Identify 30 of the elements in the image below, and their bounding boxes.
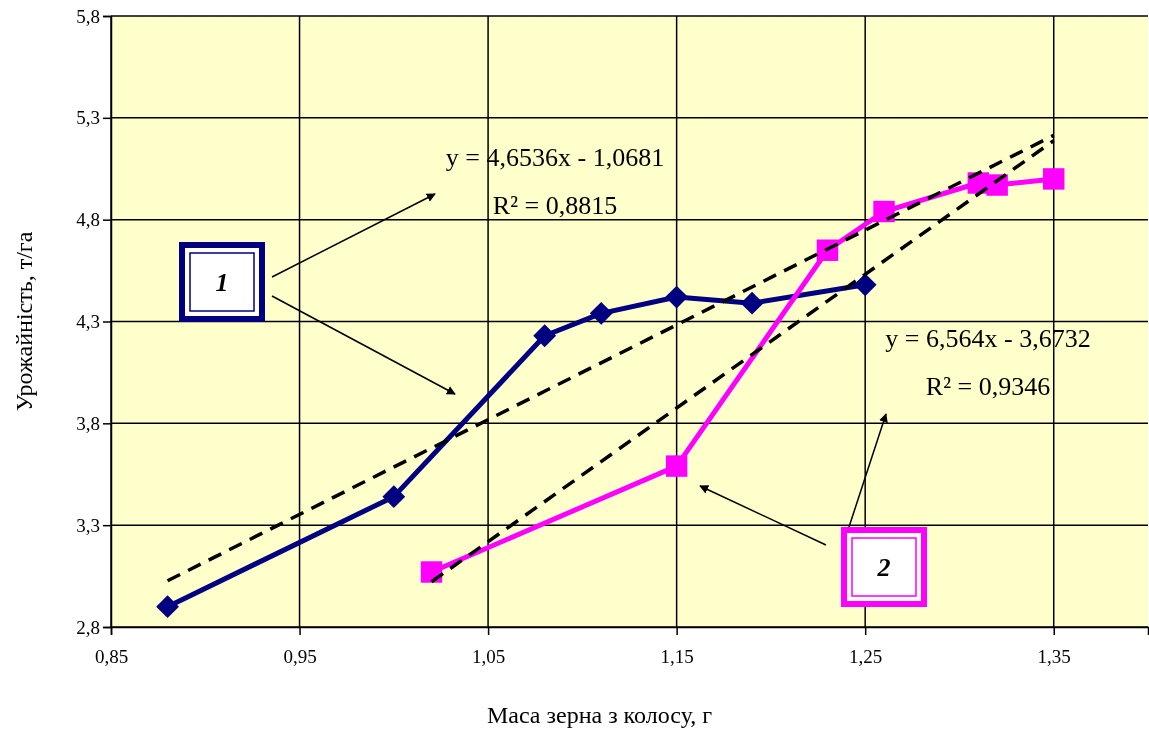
text: 2 bbox=[876, 553, 891, 582]
point bbox=[382, 485, 406, 509]
x-tick-label: 1,05 bbox=[471, 645, 506, 667]
y-axis-title: Урожайність, т/га bbox=[11, 231, 37, 412]
y-tick-label: 4,8 bbox=[76, 209, 100, 231]
x-tick-label: 1,35 bbox=[1037, 645, 1071, 667]
x-tick-label: 0,85 bbox=[94, 645, 129, 667]
y-tick-label: 2,8 bbox=[76, 616, 100, 638]
point bbox=[740, 291, 764, 315]
annotation: R² = 0,9346 bbox=[925, 372, 1051, 401]
text: 1 bbox=[215, 268, 229, 297]
x-tick-label: 1,15 bbox=[660, 645, 694, 667]
x-tick-label: 1,25 bbox=[849, 645, 883, 667]
x-axis-title: Маса зерна з колосу, г bbox=[486, 702, 713, 728]
point bbox=[816, 239, 839, 261]
y-tick-label: 3,8 bbox=[76, 412, 100, 434]
point bbox=[665, 285, 689, 309]
y-tick-label: 5,8 bbox=[76, 5, 100, 27]
point bbox=[156, 595, 179, 619]
x-tick-label: 0,95 bbox=[283, 645, 317, 667]
point bbox=[665, 455, 688, 477]
point bbox=[1043, 168, 1065, 190]
y-tick-label: 4,3 bbox=[76, 311, 100, 333]
point bbox=[873, 200, 895, 223]
annotation: R² = 0,8815 bbox=[492, 191, 618, 220]
y-tick-label: 3,3 bbox=[76, 514, 100, 536]
y-tick-label: 5,3 bbox=[76, 107, 100, 129]
point bbox=[589, 301, 613, 325]
point bbox=[533, 324, 557, 348]
point bbox=[853, 273, 877, 297]
